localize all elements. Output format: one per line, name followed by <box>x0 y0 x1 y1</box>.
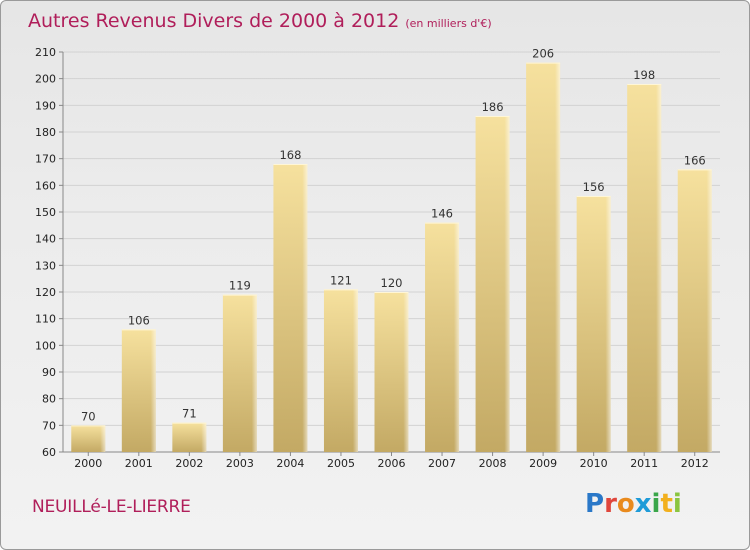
value-label: 206 <box>532 47 554 61</box>
title-text: Autres Revenus Divers de 2000 à 2012 <box>28 10 400 32</box>
x-tick-label: 2010 <box>580 457 608 470</box>
logo-letter: r <box>604 489 617 519</box>
value-label: 198 <box>633 68 655 82</box>
chart-title: Autres Revenus Divers de 2000 à 2012 (en … <box>28 10 492 32</box>
bar-highlight <box>222 294 257 452</box>
y-tick-label: 180 <box>35 126 56 139</box>
y-tick-label: 80 <box>42 393 56 406</box>
bar-highlight <box>71 425 106 452</box>
y-tick-label: 130 <box>35 259 56 272</box>
x-tick-label: 2007 <box>428 457 456 470</box>
value-label: 120 <box>381 276 403 290</box>
value-label: 166 <box>684 153 706 167</box>
x-tick-labels: 2000 2001 2002 2003 2004 2005 2006 2007 2008 2009… <box>74 452 709 470</box>
y-tick-label: 120 <box>35 286 56 299</box>
logo-letter: t <box>660 489 673 519</box>
x-tick-label: 2000 <box>74 457 102 470</box>
bar-highlight <box>273 164 308 452</box>
bar-highlight <box>323 289 358 452</box>
value-labels: 70 106 71 119 168 121 120 146 186 206 156 198 166 <box>81 47 706 424</box>
bar-highlight <box>172 422 207 452</box>
x-tick-label: 2001 <box>125 457 153 470</box>
x-tick-label: 2003 <box>226 457 254 470</box>
bar-highlight <box>526 62 561 453</box>
logo-letter: x <box>634 489 652 519</box>
commune-name: NEUILLé-LE-LIERRE <box>32 497 191 517</box>
y-tick-label: 110 <box>35 313 56 326</box>
bar-highlight <box>627 84 662 452</box>
x-tick-label: 2012 <box>681 457 709 470</box>
bar-highlight <box>576 196 611 452</box>
bar-highlight <box>475 116 510 452</box>
x-tick-label: 2005 <box>327 457 355 470</box>
y-tick-label: 170 <box>35 153 56 166</box>
value-label: 106 <box>128 313 150 327</box>
y-tick-label: 210 <box>35 46 56 59</box>
x-tick-label: 2002 <box>175 457 203 470</box>
x-tick-label: 2009 <box>529 457 557 470</box>
logo-letter: i <box>672 489 682 519</box>
value-label: 121 <box>330 273 352 287</box>
logo-letter: P <box>585 489 605 519</box>
y-tick-label: 100 <box>35 339 56 352</box>
y-tick-labels: 60 70 80 90 100 110 120 130 140 150 160 170 180 190 20… <box>35 46 56 459</box>
y-tick-label: 60 <box>42 446 56 459</box>
logo-letter: i <box>651 489 661 519</box>
value-label: 70 <box>81 409 96 423</box>
y-tick-label: 160 <box>35 179 56 192</box>
y-tick-label: 200 <box>35 73 56 86</box>
value-label: 146 <box>431 207 453 221</box>
logo-letter: o <box>616 489 635 519</box>
value-label: 168 <box>279 148 301 162</box>
value-label: 71 <box>182 407 197 421</box>
y-tick-label: 90 <box>42 366 56 379</box>
x-tick-label: 2011 <box>630 457 658 470</box>
x-tick-label: 2004 <box>276 457 304 470</box>
x-tick-label: 2006 <box>378 457 406 470</box>
bars <box>71 62 712 453</box>
unit-note: (en milliers d'€) <box>405 17 492 30</box>
y-tick-label: 150 <box>35 206 56 219</box>
bar-highlight <box>374 292 409 452</box>
bar-highlight <box>425 222 460 452</box>
value-label: 186 <box>482 100 504 114</box>
y-tick-label: 190 <box>35 99 56 112</box>
y-tick-label: 140 <box>35 233 56 246</box>
value-label: 119 <box>229 279 251 293</box>
proxiti-logo[interactable]: Proxiti <box>585 489 682 519</box>
bar-highlight <box>121 329 156 452</box>
value-label: 156 <box>583 180 605 194</box>
y-tick-label: 70 <box>42 419 56 432</box>
x-tick-label: 2008 <box>479 457 507 470</box>
bar-highlight <box>677 169 712 453</box>
